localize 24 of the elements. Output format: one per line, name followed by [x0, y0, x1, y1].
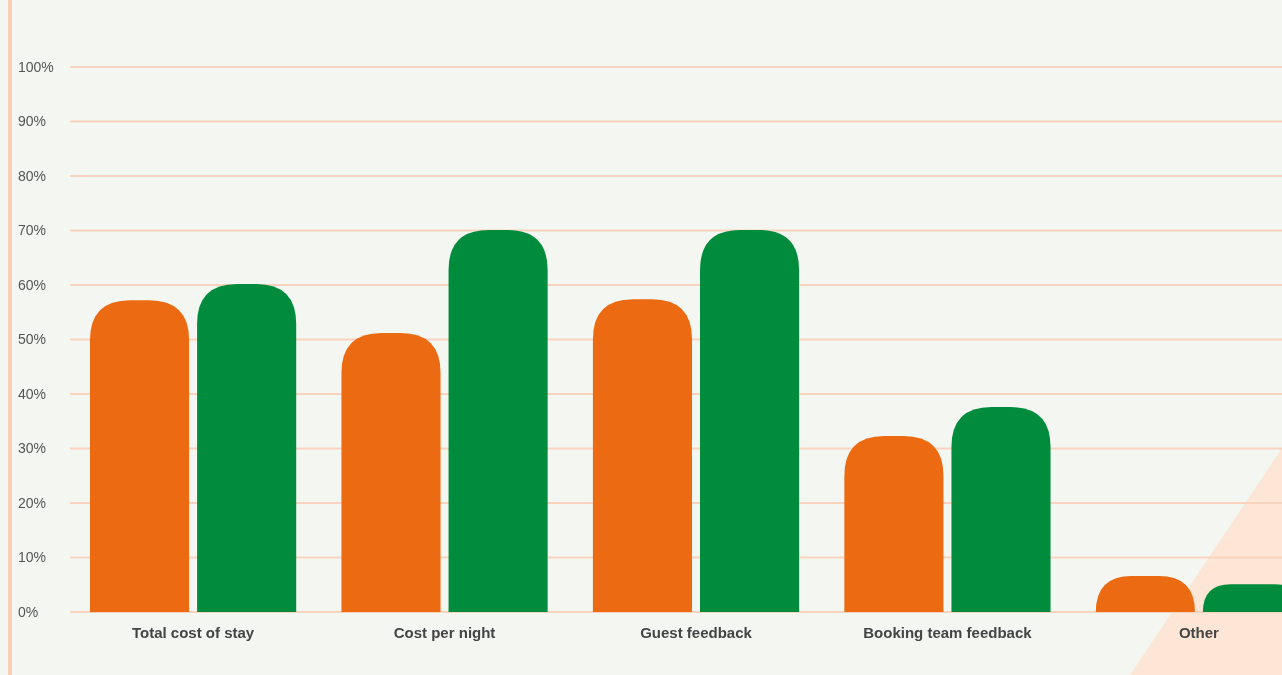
y-tick-label: 0%	[18, 603, 39, 620]
y-tick-label: 100%	[18, 58, 54, 75]
y-tick-label: 80%	[18, 167, 47, 184]
x-tick-label: Total cost of stay	[131, 624, 255, 641]
y-tick-label: 20%	[18, 494, 47, 511]
bar	[341, 332, 441, 612]
bar	[448, 229, 548, 612]
y-tick-label: 90%	[18, 113, 47, 130]
bar	[700, 229, 800, 612]
bar	[951, 407, 1051, 612]
y-tick-label: 30%	[18, 440, 47, 457]
y-tick-label: 70%	[18, 222, 47, 239]
y-tick-label: 40%	[18, 385, 47, 402]
bar	[90, 300, 190, 612]
y-tick-label: 10%	[18, 549, 47, 566]
bar	[197, 283, 297, 612]
bar	[844, 435, 944, 612]
y-tick-label: 50%	[18, 331, 47, 348]
y-tick-label: 60%	[18, 276, 47, 293]
bar	[592, 299, 692, 612]
x-tick-label: Other	[1178, 624, 1220, 641]
x-tick-label: Booking team feedback	[863, 624, 1033, 641]
x-tick-label: Cost per night	[393, 624, 496, 641]
x-tick-label: Guest feedback	[640, 624, 753, 641]
